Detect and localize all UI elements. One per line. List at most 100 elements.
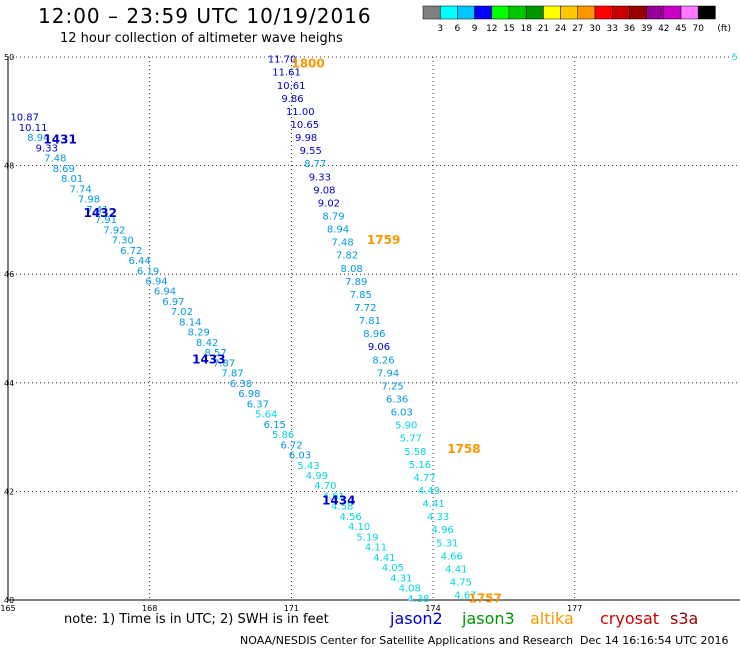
swh-value-jason2: 4.05 [382,563,404,574]
swh-value-altika: 8.94 [327,225,349,236]
x-tick-label: 174 [425,604,440,613]
swh-value-altika: 5.90 [395,421,417,432]
legend-label: 42 [658,24,669,34]
swh-value-altika: 4.96 [432,525,454,536]
legend-swatch [543,5,561,20]
legend-label: 12 [486,24,497,34]
swh-value-jason2: 4.61 [323,491,345,502]
swh-value-jason2: 7.48 [44,154,66,165]
swh-value-jason2: 5.86 [272,430,294,441]
swh-value-altika: 9.06 [368,342,390,353]
legend-swatch [525,5,544,20]
legend-label: 36 [624,24,636,34]
swh-value-altika: 7.72 [354,303,376,314]
satellite-label-cryosat: cryosat [600,609,660,628]
swh-value-jason2: 6.38 [230,379,252,390]
swh-value-jason2: 6.19 [137,266,159,277]
legend-swatch [594,5,613,20]
swh-value-altika: 11.00 [286,107,315,118]
y-tick-label: 40 [4,596,14,605]
swh-value-altika: 9.98 [295,133,317,144]
swh-value-jason2: 5.43 [297,461,319,472]
swh-value-altika: 6.36 [386,394,408,405]
swh-value-jason2: 8.57 [204,348,226,359]
swh-value-jason2: 6.37 [247,399,269,410]
swh-value-jason2: 6.03 [289,451,311,462]
swh-value-jason2: 8.69 [53,164,75,175]
swh-value-altika: 5.77 [400,434,422,445]
swh-value-jason2: 4.11 [365,543,387,554]
swh-value-jason2: 6.44 [129,256,151,267]
swh-value-jason2: 5.64 [255,410,277,421]
swh-value-jason2: 4.08 [399,584,421,595]
x-tick-label: 165 [0,604,15,613]
pass-time-label: 1757 [468,591,501,605]
legend-swatch [491,5,510,20]
data-points: 10.8710.118.949.337.488.698.017.747.987.… [10,55,476,605]
legend-label: 70 [692,24,704,34]
swh-value-jason2: 7.41 [86,205,108,216]
swh-value-altika: 9.55 [300,146,322,157]
legend-swatch [474,5,493,20]
legend-label: 15 [503,24,514,34]
grid [7,56,740,601]
satellite-label-jason3: jason3 [462,609,515,628]
swh-value-altika: 7.82 [336,251,358,262]
x-tick-label: 168 [142,604,157,613]
swh-value-altika: 4.66 [441,551,463,562]
swh-value-jason2: 7.30 [112,236,134,247]
swh-value-altika: 7.48 [331,238,353,249]
legend-swatch [611,5,630,20]
swh-value-altika: 9.33 [309,172,331,183]
legend-swatch [439,5,458,20]
legend-label: 45 [675,24,686,34]
legend-label: 27 [572,24,583,34]
swh-value-altika: 11.70 [268,55,297,66]
pass-time-label: 1800 [291,56,324,70]
swh-value-jason2: 6.72 [120,246,142,257]
swh-value-altika: 10.65 [290,120,319,131]
legend-swatch [663,5,682,20]
swh-value-jason2: 4.99 [306,471,328,482]
swh-value-altika: 7.25 [381,381,403,392]
swh-value-altika: 7.85 [350,290,372,301]
corner-value-label: 5 [732,53,738,63]
swh-value-jason2: 6.97 [162,297,184,308]
swh-value-altika: 7.89 [345,277,367,288]
time-labels: 1431 1432 1433 1434 1800 1759 1758 1757 [43,56,501,605]
color-legend: 3 6 9 12 15 18 21 24 27 30 33 36 39 42 45 70 (ft) [422,5,731,34]
satellite-label-jason2: jason2 [390,609,443,628]
swh-value-altika: 7.94 [377,368,399,379]
legend-label: 21 [538,24,549,34]
swh-value-jason2: 5.19 [356,532,378,543]
pass-time-label: 1758 [447,442,480,456]
swh-value-jason2: 8.94 [27,133,49,144]
swh-value-altika: 4.67 [454,591,476,602]
subtitle: 12 hour collection of altimeter wave hei… [60,31,343,46]
swh-value-jason2: 7.74 [69,184,91,195]
satellite-label-s3a: s3a [670,609,699,628]
swh-value-jason2: 6.94 [145,277,167,288]
legend-unit: (ft) [717,24,731,34]
swh-value-altika: 4.41 [422,499,444,510]
legend-label: 33 [606,24,617,34]
title: 12:00 – 23:59 UTC 10/19/2016 [38,4,372,28]
swh-value-altika: 9.02 [318,198,340,209]
swh-value-jason2: 7.91 [95,215,117,226]
swh-value-jason2: 8.29 [188,328,210,339]
pass-time-label: 1759 [367,233,400,247]
satellite-label-altika: altika [530,609,574,628]
axis-ticks: 165 168 171 174 177 50 48 46 44 42 40 5 [0,53,737,613]
swh-value-jason2: 7.87 [221,369,243,380]
swh-value-altika: 4.41 [445,564,467,575]
swh-value-jason2: 10.87 [10,113,39,124]
legend-swatch [697,5,716,20]
swh-value-jason2: 7.98 [78,195,100,206]
swh-value-altika: 5.58 [404,447,426,458]
swh-value-altika: 5.16 [409,460,431,471]
legend-swatch [457,5,475,20]
swh-value-altika: 8.26 [372,355,394,366]
legend-swatch [508,5,527,20]
swh-value-altika: 4.49 [418,486,440,497]
swh-value-jason2: 6.98 [238,389,260,400]
